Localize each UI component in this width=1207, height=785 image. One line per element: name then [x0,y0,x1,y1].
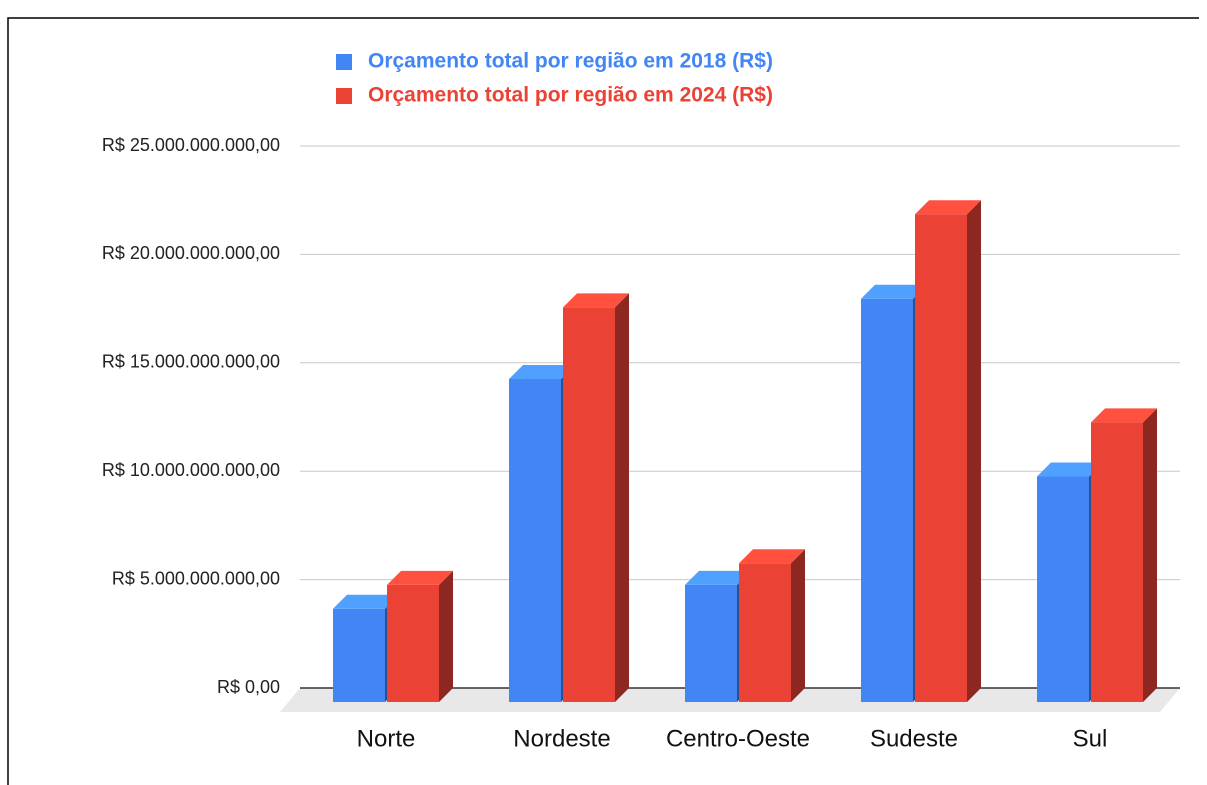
y-tick-label: R$ 0,00 [217,677,280,697]
bar-top [861,284,927,299]
bar [685,584,737,702]
legend-swatch [336,54,352,70]
bar [739,563,791,702]
bar-top [1037,462,1103,477]
bar [333,608,385,702]
bar-side [967,200,981,702]
bar-top [387,570,453,585]
bar [387,584,439,702]
bar-top [1091,408,1157,423]
bar-side [615,293,629,702]
bar-side [791,549,805,702]
x-tick-label: Sul [1073,725,1108,752]
bar-side [439,570,453,702]
bar [915,214,967,702]
y-tick-label: R$ 5.000.000.000,00 [112,568,280,588]
y-tick-label: R$ 10.000.000.000,00 [102,460,280,480]
x-tick-label: Centro-Oeste [666,725,810,752]
bar [509,378,561,702]
bar-top [915,200,981,215]
x-tick-label: Nordeste [513,725,610,752]
bar-side [1143,408,1157,702]
x-tick-label: Sudeste [870,725,958,752]
bar-top [563,293,629,308]
y-tick-label: R$ 20.000.000.000,00 [102,243,280,263]
x-tick-label: Norte [357,725,416,752]
legend-label: Orçamento total por região em 2024 (R$) [368,84,773,107]
frame [7,17,1199,785]
bar [1037,476,1089,702]
y-tick-label: R$ 25.000.000.000,00 [102,135,280,155]
bar-top [739,549,805,564]
bar [1091,422,1143,702]
bar-top [685,570,751,585]
legend-swatch [336,88,352,104]
bar [861,298,913,702]
y-tick-label: R$ 15.000.000.000,00 [102,352,280,372]
bar [563,307,615,702]
bar-top [333,594,399,609]
legend-label: Orçamento total por região em 2018 (R$) [368,50,773,73]
bar-top [509,364,575,379]
